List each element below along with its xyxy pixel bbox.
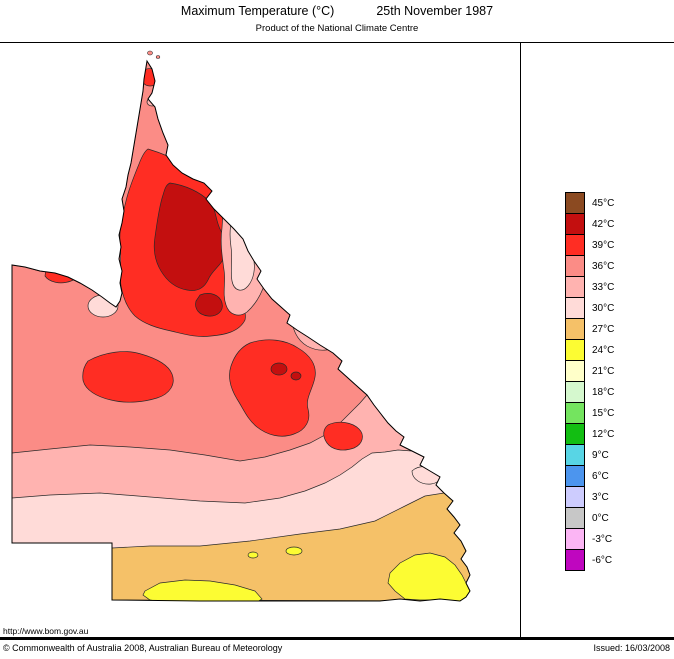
header-divider: [0, 42, 674, 43]
legend-swatch-9c: [565, 444, 585, 466]
legend-item-neg3c: -3°C: [565, 528, 614, 550]
legend-item-6c: 6°C: [565, 465, 614, 487]
legend-item-39c: 39°C: [565, 234, 614, 256]
legend-swatch-neg3c: [565, 528, 585, 550]
legend-item-0c: 0°C: [565, 507, 614, 529]
legend-swatch-27c: [565, 318, 585, 340]
legend-swatch-neg6c: [565, 549, 585, 571]
queensland-coastline: [11, 59, 471, 602]
legend-swatch-3c: [565, 486, 585, 508]
legend-label-30c: 30°C: [592, 302, 615, 314]
legend-label-9c: 9°C: [592, 449, 609, 461]
legend-label-3c: 3°C: [592, 491, 609, 503]
footer-url: http://www.bom.gov.au: [3, 626, 89, 636]
region-30c-east-peninsula: [229, 208, 255, 291]
legend-swatch-42c: [565, 213, 585, 235]
legend-item-3c: 3°C: [565, 486, 614, 508]
legend-item-30c: 30°C: [565, 297, 614, 319]
footer-issued-date: Issued: 16/03/2008: [593, 643, 670, 653]
legend-swatch-0c: [565, 507, 585, 529]
legend-item-18c: 18°C: [565, 381, 614, 403]
region-24c-spot-small: [247, 551, 259, 559]
legend-label-12c: 12°C: [592, 428, 615, 440]
legend-label-18c: 18°C: [592, 386, 615, 398]
legend-item-36c: 36°C: [565, 255, 614, 277]
legend-label-39c: 39°C: [592, 239, 615, 251]
legend-item-21c: 21°C: [565, 360, 614, 382]
region-39c-central-east: [229, 339, 316, 437]
legend-label-27c: 27°C: [592, 323, 615, 335]
region-42c-spot-b: [290, 371, 302, 381]
temperature-legend: 45°C 42°C 39°C 36°C 33°C 30°C 27°C 24°C …: [565, 192, 614, 571]
legend-item-24c: 24°C: [565, 339, 614, 361]
legend-swatch-21c: [565, 360, 585, 382]
legend-label-0c: 0°C: [592, 512, 609, 524]
map-legend-divider: [520, 42, 521, 638]
legend-swatch-36c: [565, 255, 585, 277]
region-39c-central-west: [82, 351, 174, 403]
queensland-temperature-map: [11, 50, 471, 602]
page-subtitle: Product of the National Climate Centre: [255, 23, 419, 34]
legend-label-45c: 45°C: [592, 197, 615, 209]
legend-label-42c: 42°C: [592, 218, 615, 230]
legend-item-42c: 42°C: [565, 213, 614, 235]
legend-item-9c: 9°C: [565, 444, 614, 466]
legend-label-6c: 6°C: [592, 470, 609, 482]
torres-strait-island-small: [155, 55, 161, 59]
legend-swatch-45c: [565, 192, 585, 214]
legend-swatch-6c: [565, 465, 585, 487]
footer-copyright: © Commonwealth of Australia 2008, Austra…: [3, 643, 283, 653]
legend-label-24c: 24°C: [592, 344, 615, 356]
legend-label-neg6c: -6°C: [592, 554, 613, 566]
torres-strait-island: [147, 50, 153, 56]
page-title: Maximum Temperature (°C): [180, 4, 335, 18]
legend-swatch-30c: [565, 297, 585, 319]
region-39c-southeast-inland: [323, 421, 363, 451]
legend-swatch-18c: [565, 381, 585, 403]
legend-swatch-24c: [565, 339, 585, 361]
legend-item-33c: 33°C: [565, 276, 614, 298]
legend-label-21c: 21°C: [592, 365, 615, 377]
legend-item-12c: 12°C: [565, 423, 614, 445]
legend-label-36c: 36°C: [592, 260, 615, 272]
region-42c-spot-a: [270, 362, 288, 376]
legend-item-27c: 27°C: [565, 318, 614, 340]
legend-swatch-39c: [565, 234, 585, 256]
legend-item-15c: 15°C: [565, 402, 614, 424]
legend-swatch-15c: [565, 402, 585, 424]
footer-divider: [0, 637, 674, 640]
legend-label-15c: 15°C: [592, 407, 615, 419]
region-24c-spot: [285, 546, 303, 556]
legend-item-45c: 45°C: [565, 192, 614, 214]
header: Maximum Temperature (°C) 25th November 1…: [0, 4, 674, 18]
legend-swatch-33c: [565, 276, 585, 298]
legend-item-neg6c: -6°C: [565, 549, 614, 571]
region-24c-southeast: [387, 552, 470, 601]
region-42c-core: [153, 182, 228, 291]
legend-label-neg3c: -3°C: [592, 533, 613, 545]
legend-swatch-12c: [565, 423, 585, 445]
legend-label-33c: 33°C: [592, 281, 615, 293]
page-date: 25th November 1987: [376, 4, 494, 18]
region-42c-core-south: [195, 293, 223, 317]
